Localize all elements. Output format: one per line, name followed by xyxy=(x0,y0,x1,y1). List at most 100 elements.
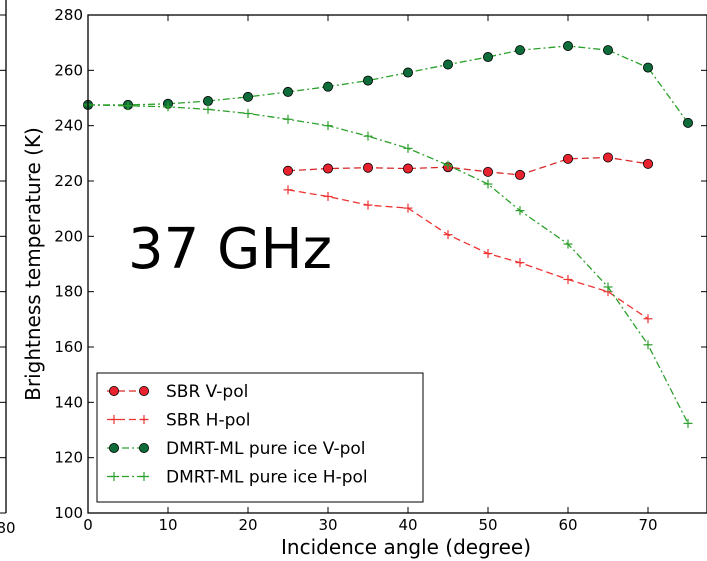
data-point xyxy=(403,143,413,153)
series-layer xyxy=(83,40,694,428)
data-point xyxy=(603,282,613,292)
ticks-layer: 0 10 20 30 40 50 60 70 100 120 140 160 180 200 220 240 2… xyxy=(54,6,707,534)
series-0 xyxy=(282,152,654,180)
legend-item: DMRT-ML pure ice V-pol xyxy=(107,439,366,459)
data-point xyxy=(443,160,453,170)
data-point xyxy=(283,114,293,124)
legend-marker xyxy=(109,472,119,481)
plot-frame xyxy=(87,14,707,514)
legend-label: DMRT-ML pure ice H-pol xyxy=(166,468,368,488)
data-point xyxy=(322,163,333,174)
legend-marker xyxy=(109,415,119,424)
legend-label: SBR V-pol xyxy=(166,382,248,402)
data-point xyxy=(283,185,293,195)
data-point xyxy=(483,248,493,258)
x-tick-label: 50 xyxy=(478,516,497,534)
legend-label: SBR H-pol xyxy=(166,411,251,431)
legend-item: SBR H-pol xyxy=(107,411,251,431)
data-point xyxy=(483,179,493,189)
y-tick-label: 280 xyxy=(54,6,83,24)
y-tick-label: 180 xyxy=(54,283,83,301)
x-tick-label: 20 xyxy=(238,516,257,534)
data-point xyxy=(563,239,573,249)
y-axis-label: Brightness temperature (K) xyxy=(21,127,45,401)
data-point xyxy=(643,62,654,73)
legend-item: DMRT-ML pure ice H-pol xyxy=(107,468,368,488)
data-point xyxy=(163,102,173,112)
data-point xyxy=(203,104,213,114)
data-point xyxy=(322,81,333,92)
series-2 xyxy=(83,40,694,128)
data-point xyxy=(402,163,413,174)
legend-marker xyxy=(139,415,149,424)
legend-frame xyxy=(96,372,424,503)
series-line xyxy=(87,104,689,424)
series-3 xyxy=(83,100,693,428)
legend-marker xyxy=(138,385,149,396)
data-point xyxy=(442,59,453,70)
plot-area: 0 10 20 30 40 50 60 70 100 120 140 160 180 200 220 240 2… xyxy=(54,6,707,534)
x-tick-label: 0 xyxy=(83,516,93,534)
x-tick-label: 10 xyxy=(158,516,177,534)
data-point xyxy=(363,131,373,141)
x-axis-label: Incidence angle (degree) xyxy=(281,535,531,559)
data-point xyxy=(403,203,413,213)
left-panel-tick-label: 80 xyxy=(0,519,16,537)
data-point xyxy=(323,191,333,201)
x-tick-label: 30 xyxy=(318,516,337,534)
legend-marker xyxy=(139,472,149,481)
legend: SBR V-pol SBR H-pol DMRT-ML pure ice V-pol… xyxy=(96,372,424,503)
data-point xyxy=(363,200,373,210)
chart-annotation: 37 GHz xyxy=(128,217,332,282)
x-tick-label: 60 xyxy=(558,516,577,534)
data-point xyxy=(683,117,694,128)
data-point xyxy=(515,258,525,268)
data-point xyxy=(202,96,213,107)
data-point xyxy=(242,91,253,102)
data-point xyxy=(443,230,453,240)
data-point xyxy=(515,169,526,180)
data-point xyxy=(603,45,614,56)
legend-marker xyxy=(109,442,120,453)
data-point xyxy=(603,152,614,163)
data-point xyxy=(643,340,653,350)
x-tick-label: 70 xyxy=(638,516,657,534)
data-point xyxy=(362,75,373,86)
data-point xyxy=(563,274,573,284)
series-line xyxy=(287,156,649,176)
y-tick-label: 220 xyxy=(54,172,83,190)
left-panel-fragment: 80 xyxy=(0,0,16,537)
legend-item: SBR V-pol xyxy=(107,382,248,402)
data-point xyxy=(243,108,253,118)
data-point xyxy=(282,165,293,176)
y-tick-label: 140 xyxy=(54,393,83,411)
data-point xyxy=(362,162,373,173)
y-tick-label: 100 xyxy=(54,504,83,522)
data-point xyxy=(123,101,133,111)
series-line xyxy=(88,45,689,124)
data-point xyxy=(482,166,493,177)
data-point xyxy=(683,418,693,428)
x-tick-label: 40 xyxy=(398,516,417,534)
data-point xyxy=(323,121,333,131)
legend-label: DMRT-ML pure ice V-pol xyxy=(166,439,366,459)
y-tick-label: 240 xyxy=(54,117,83,135)
data-point xyxy=(563,153,574,164)
data-point xyxy=(282,86,293,97)
data-point xyxy=(515,45,526,56)
y-tick-label: 120 xyxy=(54,449,83,467)
data-point xyxy=(515,206,525,216)
data-point xyxy=(643,314,653,324)
data-point xyxy=(563,40,574,51)
data-point xyxy=(482,52,493,63)
y-tick-label: 160 xyxy=(54,338,83,356)
y-tick-label: 200 xyxy=(54,227,83,245)
data-point xyxy=(402,67,413,78)
data-point xyxy=(643,158,654,169)
legend-marker xyxy=(109,385,120,396)
legend-marker xyxy=(138,442,149,453)
series-line xyxy=(287,189,649,320)
series-1 xyxy=(283,185,653,324)
y-tick-label: 260 xyxy=(54,61,83,79)
